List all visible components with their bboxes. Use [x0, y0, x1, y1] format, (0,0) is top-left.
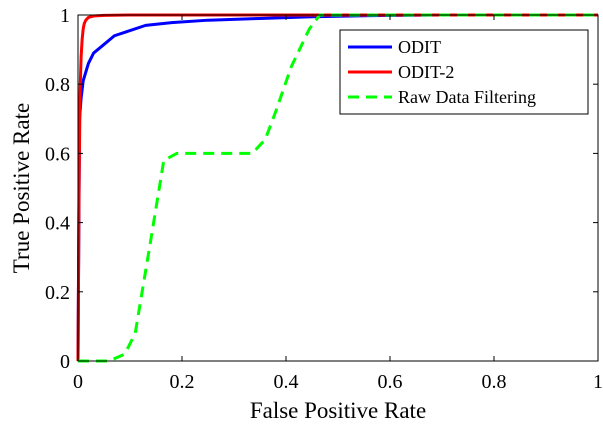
y-tick-label: 0.2 — [45, 282, 70, 304]
legend-label: ODIT — [398, 37, 441, 57]
legend-label: ODIT-2 — [398, 62, 454, 82]
x-tick-label: 0 — [73, 371, 83, 393]
y-tick-label: 0.6 — [45, 143, 70, 165]
x-axis-title: False Positive Rate — [250, 398, 426, 423]
legend-label: Raw Data Filtering — [398, 87, 536, 107]
y-tick-label: 0.4 — [45, 213, 70, 235]
x-tick-label: 0.8 — [482, 371, 507, 393]
y-tick-label: 0 — [60, 351, 70, 373]
x-tick-label: 1 — [593, 371, 603, 393]
x-tick-label: 0.6 — [378, 371, 403, 393]
x-tick-label: 0.2 — [170, 371, 195, 393]
legend: ODIT ODIT-2 Raw Data Filtering — [339, 29, 589, 115]
axis-ticks — [77, 14, 599, 362]
y-axis-title: True Positive Rate — [9, 103, 34, 273]
y-tick-label: 0.8 — [45, 74, 70, 96]
x-tick-label: 0.4 — [274, 371, 299, 393]
plot-frame — [77, 14, 599, 362]
series-line-raw-data-filtering — [78, 13, 598, 363]
tick-labels: 0 0.2 0.4 0.6 0.8 1 0 0.2 0.4 0.6 0.8 1 — [45, 5, 603, 393]
y-tick-label: 1 — [60, 5, 70, 27]
